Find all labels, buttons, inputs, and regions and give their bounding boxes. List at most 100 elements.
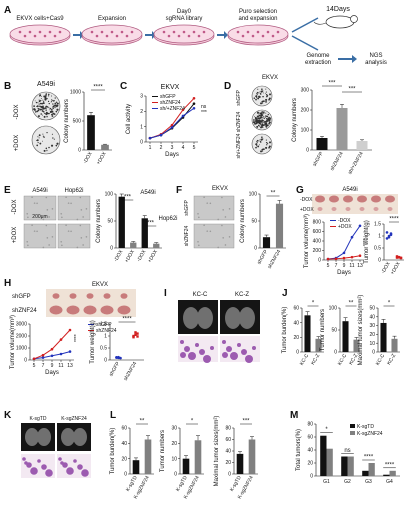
micrograph-cell <box>206 230 209 232</box>
chart-c-x-tick-label: 4 <box>182 145 185 151</box>
chart-h-line-sig-label: **** <box>74 334 80 342</box>
colony-plate-colony <box>48 146 50 149</box>
cell-dot <box>172 30 176 34</box>
micrograph-cell <box>27 244 29 247</box>
chart-h-line-y-tick-label: 1000 <box>16 346 27 352</box>
colony-plate-colony <box>261 125 263 128</box>
colony-plate <box>31 125 61 155</box>
chart-h-line-point <box>32 357 36 361</box>
panel-letter: K <box>4 410 12 421</box>
chart-e-bar <box>130 242 137 248</box>
micrograph-cell <box>228 208 231 210</box>
colony-plate-colony <box>267 117 269 119</box>
colony-plate-colony <box>34 111 37 113</box>
chart-g-scatter-point <box>397 256 401 259</box>
chart-j3-y-tick-label: 0 <box>372 350 375 356</box>
histology-stain <box>24 461 28 465</box>
colony-plate-colony <box>255 98 257 101</box>
chart-e-y-label: Colony numbers <box>96 199 102 243</box>
chart-m-y-tick-label: 80 <box>307 422 313 428</box>
chart-g-line-point <box>342 251 346 255</box>
panel-letter: A <box>4 5 11 16</box>
chart-g-line-x-tick-label: 9 <box>343 263 346 269</box>
colony-plate-colony <box>56 102 59 105</box>
chart-j1-y-tick-label: 60 <box>293 306 299 312</box>
panel-letter: C <box>120 81 127 92</box>
chart-m-sig-label: ns <box>344 448 350 454</box>
chart-e-sig-label: *** <box>124 195 132 201</box>
colony-plate-colony <box>262 124 264 126</box>
colony-plate-colony <box>265 101 267 103</box>
colony-plate-colony <box>269 141 272 144</box>
colony-plate-colony <box>259 125 260 127</box>
histology-stain <box>245 355 253 363</box>
colony-plate-colony <box>53 138 55 140</box>
chart-h-scatter-point <box>136 332 139 335</box>
step-label: extraction <box>305 60 331 66</box>
chart-g-line-point <box>334 257 338 261</box>
colony-plate-colony <box>33 105 35 107</box>
chart-e-bar <box>141 218 148 248</box>
chart-d-bar <box>316 138 328 150</box>
chart-g-line-point <box>350 235 354 239</box>
colony-plate-colony <box>265 115 267 117</box>
chart-j1-y-label: Tumor burden(%) <box>282 307 288 354</box>
cell-line-label: A549i <box>342 187 357 193</box>
mouse-tail-icon <box>313 21 327 25</box>
colony-plate-colony <box>265 120 267 123</box>
chart-c-x-label: Days <box>165 152 179 158</box>
chart-m-y-tick-label: 40 <box>307 448 313 454</box>
colony-plate-colony <box>266 124 269 127</box>
colony-plate-colony <box>266 95 268 98</box>
chart-e-y-tick-label: 50 <box>107 219 113 225</box>
tumor-specimen <box>69 293 77 299</box>
colony-plate-colony <box>36 110 39 113</box>
micrograph-cell <box>36 230 38 233</box>
colony-plate-colony <box>44 97 47 100</box>
micrograph-cell <box>80 237 83 239</box>
chart-c-y-label: Cell activity <box>126 104 132 134</box>
colony-plate-colony <box>257 117 260 120</box>
colony-plate-colony <box>46 150 48 152</box>
chart-e-x-tick-label: -DOX <box>136 248 148 262</box>
culture-dish-top <box>9 24 71 44</box>
chart-l3-sig-label: *** <box>242 419 250 425</box>
chart-j3-y-tick-label: 10 <box>369 341 375 347</box>
colony-plate-colony <box>37 115 40 118</box>
colony-plate-colony <box>52 107 54 110</box>
colony-plate-colony <box>265 92 266 94</box>
colony-plate-colony <box>35 101 38 104</box>
ct-lung <box>239 307 255 329</box>
chart-m-y-tick-label: 0 <box>310 474 313 480</box>
cell-dot <box>110 30 114 34</box>
micrograph <box>23 223 57 249</box>
chart-m-x-tick-label: G3 <box>365 479 372 485</box>
chart-f-bar <box>262 237 271 248</box>
colony-plate-colony <box>52 103 54 105</box>
micrograph-cell <box>206 202 209 204</box>
colony-plate-colony <box>256 115 258 117</box>
chart-c-sig-label: ns <box>201 104 207 110</box>
panel-letter: G <box>296 185 304 196</box>
cell-dot <box>48 30 52 34</box>
chart-g-scatter-point <box>395 255 399 258</box>
colony-plate-colony <box>55 111 58 113</box>
colony-plate-colony <box>253 121 255 123</box>
chart-j3-y-tick-label: 20 <box>369 332 375 338</box>
chart-h-line-x-tick-label: 7 <box>42 363 45 369</box>
chart-d-y-label: Colony numbers <box>292 98 298 142</box>
histology-stain <box>188 352 196 360</box>
chart-c-point <box>192 97 196 100</box>
chart-h-scatter-y-tick-label: 1 <box>104 334 107 340</box>
micrograph-cell <box>67 202 70 204</box>
chart-j3-y-tick-label: 40 <box>369 314 375 320</box>
step-label: and expansion <box>238 16 277 22</box>
micrograph-cell <box>76 218 79 221</box>
colony-plate-colony <box>49 110 52 114</box>
colony-plate-colony <box>46 116 48 118</box>
chart-l2-y-tick-label: 0 <box>174 472 177 478</box>
chart-g-line-point <box>358 224 362 228</box>
step-label: EKVX cells+Cas9 <box>16 16 64 22</box>
chart-h-scatter-point <box>132 336 135 339</box>
cell-dot <box>271 34 275 38</box>
